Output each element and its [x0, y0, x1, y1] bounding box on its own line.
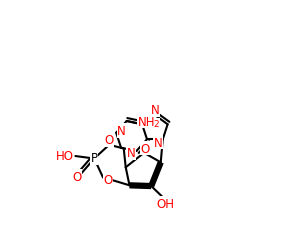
Text: O: O	[72, 170, 81, 183]
Text: N: N	[127, 147, 135, 160]
Text: O: O	[141, 142, 150, 155]
Text: HO: HO	[55, 149, 73, 162]
Text: NH: NH	[138, 115, 155, 128]
Text: N: N	[151, 104, 160, 117]
Text: OH: OH	[156, 197, 174, 210]
Text: P: P	[91, 152, 98, 165]
Text: N: N	[117, 125, 126, 138]
Text: 2: 2	[154, 119, 160, 128]
Text: N: N	[154, 136, 163, 149]
Text: O: O	[104, 134, 113, 147]
Text: O: O	[103, 174, 113, 186]
